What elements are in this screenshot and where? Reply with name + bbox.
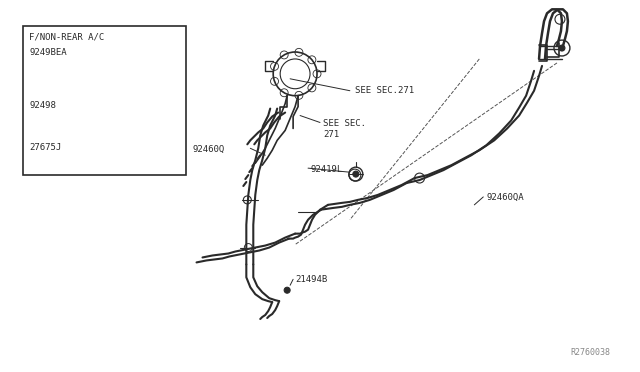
Text: 92460QA: 92460QA [486,193,524,202]
Text: F/NON-REAR A/C: F/NON-REAR A/C [29,32,104,41]
Text: 27675J: 27675J [29,143,61,152]
Text: SEE SEC.271: SEE SEC.271 [355,86,414,95]
Text: 271: 271 [323,131,339,140]
Text: 9249BEA: 9249BEA [29,48,67,57]
Text: 21494B: 21494B [295,275,327,284]
Circle shape [284,287,290,293]
Text: R2760038: R2760038 [571,348,611,357]
Circle shape [57,74,65,82]
Bar [23,26,186,175]
Text: SEE SEC.: SEE SEC. [323,119,366,128]
Circle shape [353,171,359,177]
Text: 92498: 92498 [29,101,56,110]
Text: 92419L: 92419L [310,165,342,174]
Circle shape [559,45,565,51]
Text: 92460Q: 92460Q [193,145,225,154]
